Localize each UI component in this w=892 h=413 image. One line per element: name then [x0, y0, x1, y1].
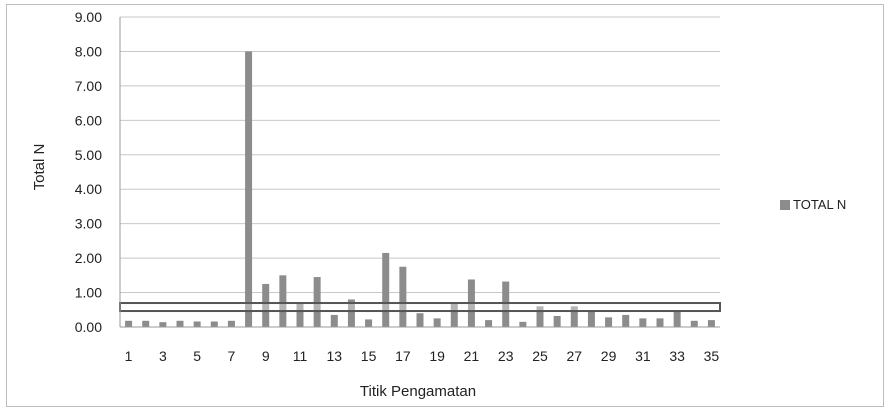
x-tick-label: 11 — [293, 348, 308, 364]
x-tick-label: 17 — [395, 348, 411, 364]
legend-label: TOTAL N — [793, 197, 846, 212]
legend-swatch — [780, 200, 790, 210]
x-tick-label: 1 — [125, 348, 133, 364]
x-tick-label: 29 — [601, 348, 617, 364]
bar — [125, 320, 133, 327]
bar — [347, 299, 355, 327]
bar — [227, 320, 235, 327]
x-tick-label: 23 — [498, 348, 514, 364]
x-tick-label: 13 — [326, 348, 342, 364]
chart-frame — [6, 4, 884, 407]
x-axis-title: Titik Pengamatan — [360, 383, 476, 400]
bar — [656, 318, 664, 327]
bar — [450, 302, 458, 327]
x-tick-label: 9 — [262, 348, 270, 364]
x-tick-label: 25 — [532, 348, 548, 364]
x-tick-label: 7 — [228, 348, 236, 364]
bar — [193, 321, 201, 327]
x-tick-label: 15 — [361, 348, 377, 364]
bar — [536, 306, 544, 327]
x-tick-label: 5 — [193, 348, 201, 364]
bar — [433, 318, 441, 327]
bar — [365, 319, 373, 327]
bar — [639, 318, 647, 327]
reference-line-group — [119, 302, 721, 313]
y-tick-label: 9.00 — [75, 9, 102, 25]
bar — [570, 306, 578, 327]
y-axis-title: Total N — [31, 144, 48, 191]
y-tick-label: 3.00 — [75, 216, 102, 232]
y-tick-label: 5.00 — [75, 147, 102, 163]
y-tick-label: 2.00 — [75, 250, 102, 266]
y-tick-label: 7.00 — [75, 78, 102, 94]
bar — [262, 283, 270, 327]
x-tick-label: 35 — [704, 348, 720, 364]
bar — [416, 313, 424, 327]
x-tick-label: 19 — [429, 348, 445, 364]
bar — [605, 317, 613, 327]
bar — [587, 311, 595, 327]
y-tick-label: 1.00 — [75, 285, 102, 301]
bar — [245, 51, 253, 327]
x-tick-label: 3 — [159, 348, 167, 364]
x-tick-label: 21 — [464, 348, 480, 364]
gridlines — [120, 16, 720, 294]
bar — [210, 321, 218, 327]
bar — [707, 320, 715, 327]
legend: TOTAL N — [780, 197, 846, 212]
bar — [382, 252, 390, 327]
bar — [142, 320, 150, 327]
bar — [502, 281, 510, 327]
bar — [673, 311, 681, 327]
x-tick-label: 27 — [566, 348, 582, 364]
bar — [553, 315, 561, 327]
y-tick-label: 4.00 — [75, 181, 102, 197]
reference-line — [119, 302, 721, 313]
bar — [159, 322, 167, 327]
bar — [279, 275, 287, 327]
x-tick-label: 31 — [635, 348, 651, 364]
bar — [399, 266, 407, 327]
bar — [485, 320, 493, 327]
bar — [622, 314, 630, 327]
x-tick-label: 33 — [669, 348, 685, 364]
y-tick-label: 0.00 — [75, 319, 102, 335]
bar — [690, 320, 698, 327]
y-tick-label: 6.00 — [75, 112, 102, 128]
bar — [176, 320, 184, 327]
bar — [519, 321, 527, 327]
x-axis-ticks: 1 3 5 7 9 11 13 15 17 19 21 23 25 27 29 31 33 35 — [125, 348, 720, 364]
bar — [296, 302, 304, 327]
y-axis-ticks: 0.00 1.00 2.00 3.00 4.00 5.00 6.00 7.00 8.00 9.00 — [75, 9, 102, 335]
bar — [330, 314, 338, 327]
y-tick-label: 8.00 — [75, 43, 102, 59]
